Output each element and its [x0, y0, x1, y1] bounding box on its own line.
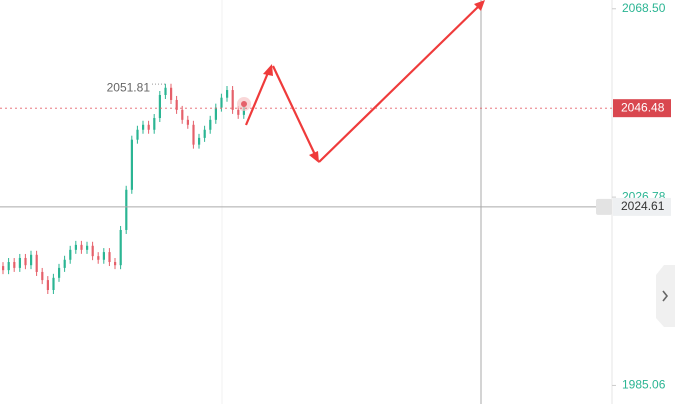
scroll-button[interactable] [656, 265, 675, 327]
candle-body [35, 254, 38, 272]
arrow-segment [318, 2, 483, 163]
candle-body [41, 271, 44, 281]
candle-body [136, 129, 139, 140]
candle-body [125, 189, 128, 230]
candle-body [237, 109, 240, 115]
candle-body [142, 124, 145, 130]
candle-body [170, 87, 173, 100]
candle-body [52, 277, 55, 291]
candle-body [192, 124, 195, 145]
candle-body [7, 262, 10, 271]
arrow-segment [244, 67, 272, 126]
chevron-icon[interactable] [662, 290, 669, 302]
candle-body [74, 244, 77, 250]
candle-body [130, 139, 133, 190]
candle-body [214, 107, 217, 120]
crosshair-label: 2024.61 [621, 199, 665, 213]
candle-body [203, 129, 206, 138]
candles: 2051.81 [2, 80, 245, 295]
candle-body [147, 124, 150, 130]
candle-body [30, 254, 33, 266]
arrow-head [263, 64, 273, 76]
candle-body [97, 256, 100, 260]
candle-body [119, 229, 122, 266]
candle-body [63, 259, 66, 268]
candle-body [181, 109, 184, 120]
candle-body [153, 118, 156, 130]
candle-body [69, 249, 72, 260]
candle-body [209, 119, 212, 130]
current-price-label: 2046.48 [621, 100, 665, 114]
current-price-tag [613, 99, 671, 118]
crosshair-tag [613, 197, 671, 216]
alert-icon-bg [596, 198, 612, 215]
candle-body [226, 90, 229, 98]
high-label: 2051.81 [107, 80, 151, 94]
candle-body [102, 252, 105, 260]
candle-body [231, 90, 234, 110]
candle-body [80, 244, 83, 250]
candle-body [175, 99, 178, 110]
candle-body [2, 266, 5, 271]
candle-body [13, 262, 16, 268]
candle-body [91, 245, 94, 257]
arrow-segment [272, 65, 319, 162]
candle-body [186, 119, 189, 125]
arrow-head [474, 0, 485, 11]
y-tick-label: 1985.06 [622, 378, 666, 392]
candle-body [220, 97, 223, 108]
candle-body [198, 137, 201, 145]
candle-body [24, 257, 27, 266]
candle-body [164, 87, 167, 95]
scroll-button-bg[interactable] [656, 265, 675, 327]
y-tick-label: 2068.50 [622, 1, 666, 15]
candle-body [158, 94, 161, 119]
candle-body [114, 262, 117, 266]
drawn-arrows [244, 0, 485, 163]
candle-body [58, 267, 61, 278]
candle-body [18, 257, 21, 268]
candle-body [86, 245, 89, 250]
arrow-head [309, 151, 319, 163]
candle-body [108, 252, 111, 263]
pulse-dot [241, 101, 247, 107]
candle-body [46, 280, 49, 291]
